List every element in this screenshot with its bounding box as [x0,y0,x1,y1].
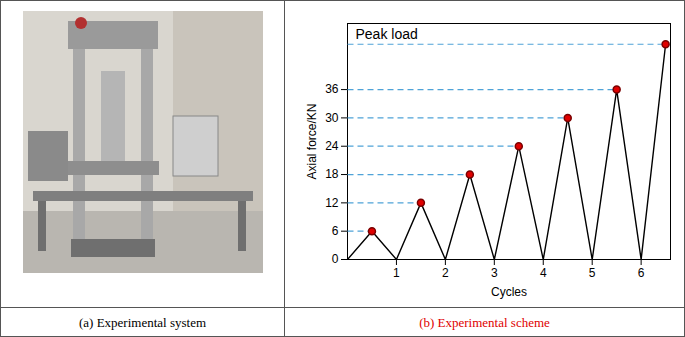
svg-text:3: 3 [491,266,498,280]
svg-text:5: 5 [589,266,596,280]
svg-text:18: 18 [325,167,339,181]
svg-text:0: 0 [332,252,339,266]
html-text:(a) Experimental system: (a) Experimental system [79,315,206,330]
svg-text:6: 6 [332,224,339,238]
svg-text:24: 24 [325,139,339,153]
svg-text:Cycles: Cycles [491,285,527,299]
html-text:(b) Experimental scheme: (b) Experimental scheme [419,315,550,330]
svg-text:12: 12 [325,196,339,210]
svg-text:4: 4 [540,266,547,280]
svg-text:2: 2 [442,266,449,280]
svg-text:1: 1 [393,266,400,280]
svg-text:Axial force/KN: Axial force/KN [305,103,319,179]
svg-text:6: 6 [638,266,645,280]
svg-text:36: 36 [325,82,339,96]
svg-text:Peak load: Peak load [356,26,418,42]
svg-text:30: 30 [325,111,339,125]
